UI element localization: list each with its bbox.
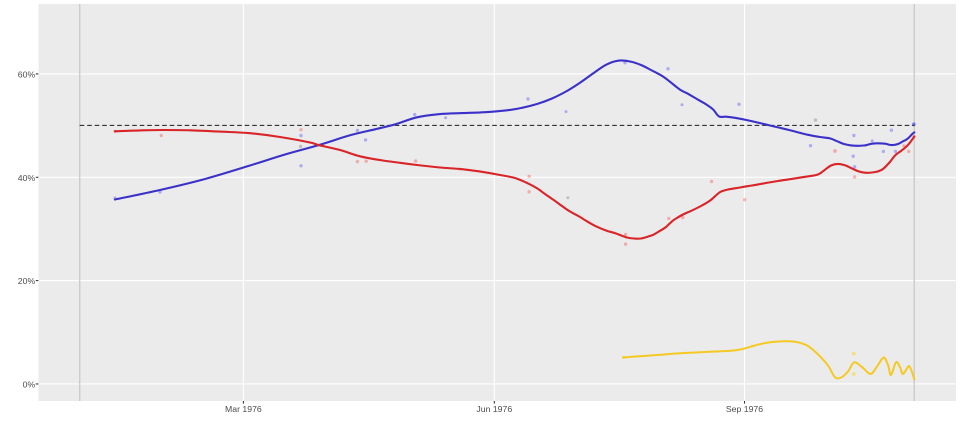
svg-text:20%: 20%: [18, 276, 36, 286]
svg-text:0%: 0%: [23, 379, 36, 389]
svg-text:Sep 1976: Sep 1976: [726, 404, 763, 414]
svg-text:Jun 1976: Jun 1976: [476, 404, 512, 414]
svg-text:Mar 1976: Mar 1976: [225, 404, 262, 414]
svg-text:40%: 40%: [18, 173, 36, 183]
svg-text:60%: 60%: [18, 69, 36, 79]
